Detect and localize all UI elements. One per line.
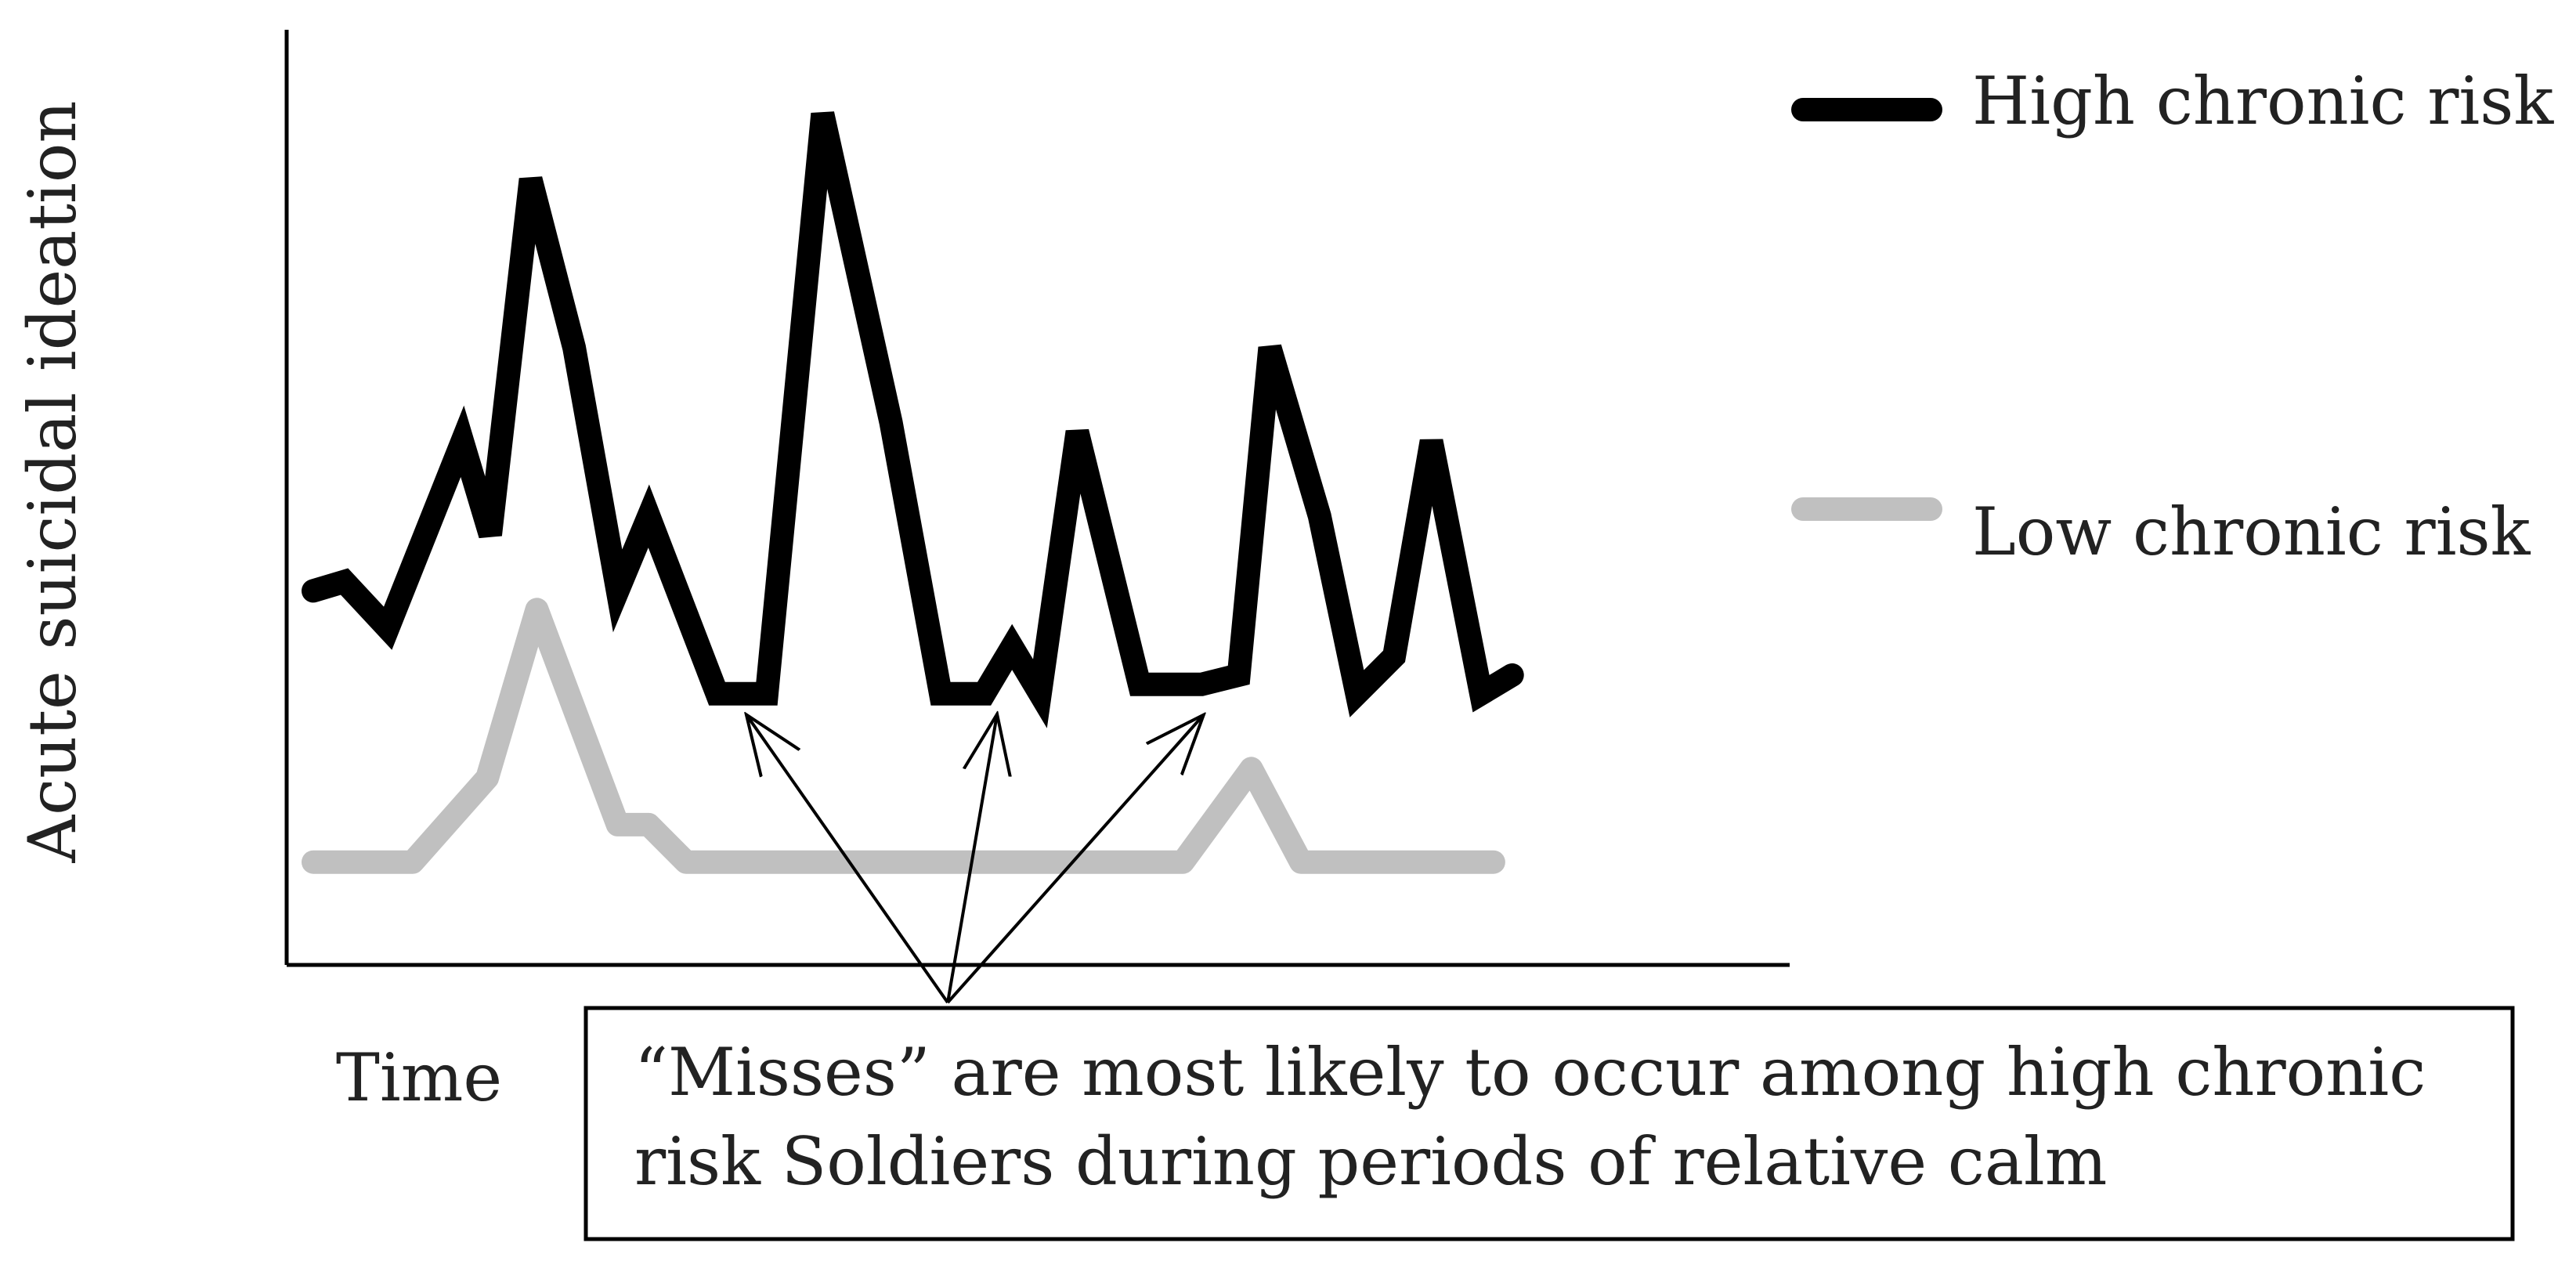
annotation-arrow-1 bbox=[748, 717, 949, 1004]
legend-label-high-chronic-risk: High chronic risk bbox=[1972, 63, 2554, 139]
annotation-arrow-2 bbox=[946, 717, 996, 1003]
annotation-arrow-3 bbox=[946, 717, 1201, 1004]
x-axis-label: Time bbox=[336, 1039, 502, 1116]
series-line-low-chronic-risk bbox=[302, 598, 1505, 874]
annotation-text-line-1: “Misses” are most likely to occur among … bbox=[634, 1034, 2426, 1111]
annotation-text-line-2: risk Soldiers during periods of relative… bbox=[634, 1123, 2107, 1200]
series-line-high-chronic-risk bbox=[302, 111, 1524, 728]
annotation-box bbox=[583, 1006, 2515, 1241]
annotation-arrows bbox=[748, 717, 1201, 1004]
y-axis-label: Acute suicidal ideation bbox=[14, 100, 91, 863]
legend-label-low-chronic-risk: Low chronic risk bbox=[1972, 493, 2531, 570]
